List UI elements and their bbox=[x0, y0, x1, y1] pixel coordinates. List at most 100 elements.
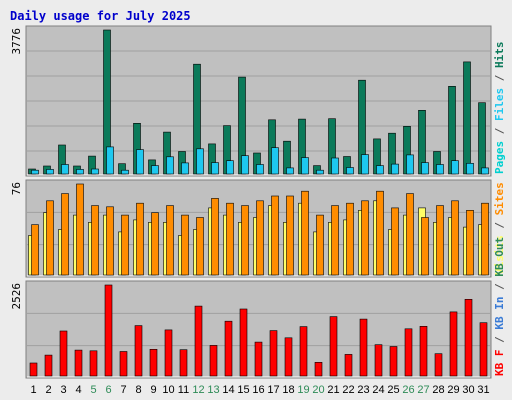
x-tick-day-25: 25 bbox=[387, 384, 399, 396]
bar-kb-f-day-30 bbox=[464, 298, 473, 377]
bar-kb-f-day-16 bbox=[254, 341, 263, 377]
bar-files-day-19 bbox=[301, 157, 309, 175]
bar-sites-day-15 bbox=[241, 205, 249, 276]
bar-sites-day-25 bbox=[391, 207, 399, 276]
legend-entry: / bbox=[493, 215, 506, 235]
x-tick-day-10: 10 bbox=[162, 384, 174, 396]
bar-files-day-22 bbox=[346, 167, 354, 175]
bar-kb-f-day-26 bbox=[404, 328, 413, 377]
legend-entry: Hits bbox=[493, 42, 506, 69]
legend-entry: KB Out bbox=[493, 237, 506, 277]
x-axis-ticks: 1 2 3 4 5 6 7 8 9 10 11 12 13 14 15 16 17 18 19 20 21 22 23 24 2… bbox=[30, 384, 489, 396]
x-tick-day-19: 19 bbox=[297, 384, 309, 396]
bar-files-day-30 bbox=[466, 163, 474, 175]
series-legend: Visits / Sites bbox=[493, 182, 506, 275]
bar-files-day-12 bbox=[196, 148, 204, 175]
x-tick-day-4: 4 bbox=[75, 384, 81, 396]
x-tick-day-29: 29 bbox=[447, 384, 459, 396]
bar-files-day-5 bbox=[91, 168, 99, 175]
bar-kb-f-day-5 bbox=[89, 350, 98, 377]
bar-sites-day-16 bbox=[256, 200, 264, 276]
bar-sites-day-20 bbox=[316, 214, 324, 276]
bar-files-day-23 bbox=[361, 154, 369, 175]
x-tick-day-26: 26 bbox=[402, 384, 414, 396]
bar-kb-f-day-13 bbox=[209, 345, 218, 377]
bar-kb-f-day-9 bbox=[149, 348, 158, 377]
x-tick-day-15: 15 bbox=[237, 384, 249, 396]
bar-sites-day-8 bbox=[136, 202, 144, 276]
x-tick-day-24: 24 bbox=[372, 384, 384, 396]
legend-entry: Visits bbox=[493, 235, 506, 275]
bar-files-day-1 bbox=[31, 169, 39, 175]
bar-files-day-8 bbox=[136, 149, 144, 175]
x-tick-day-20: 20 bbox=[312, 384, 324, 396]
bar-sites-day-10 bbox=[166, 205, 174, 276]
bar-files-day-6 bbox=[106, 146, 114, 175]
y-max-label: 76 bbox=[10, 182, 23, 195]
bar-files-day-7 bbox=[121, 169, 129, 175]
panel-bottom: 2526 KB F / KB In / KB Out bbox=[10, 237, 506, 379]
bar-sites-day-22 bbox=[346, 202, 354, 276]
bar-kb-f-day-4 bbox=[74, 349, 83, 377]
bar-kb-f-day-25 bbox=[389, 346, 398, 377]
x-tick-day-3: 3 bbox=[60, 384, 66, 396]
bar-kb-f-day-19 bbox=[299, 326, 308, 377]
bar-files-day-25 bbox=[391, 163, 399, 175]
bar-files-day-17 bbox=[271, 147, 279, 175]
bar-kb-f-day-12 bbox=[194, 305, 203, 377]
bar-files-day-15 bbox=[241, 155, 249, 175]
bar-files-day-4 bbox=[76, 169, 84, 175]
x-tick-day-31: 31 bbox=[477, 384, 489, 396]
bar-files-day-9 bbox=[151, 165, 159, 175]
x-tick-day-8: 8 bbox=[135, 384, 141, 396]
legend-entry: KB F bbox=[493, 350, 506, 377]
bar-hits-day-31 bbox=[478, 102, 486, 175]
bar-sites-day-1 bbox=[31, 224, 39, 276]
bar-kb-f-day-28 bbox=[434, 353, 443, 377]
bar-sites-day-21 bbox=[331, 205, 339, 276]
x-tick-day-16: 16 bbox=[252, 384, 264, 396]
bar-files-day-31 bbox=[481, 167, 489, 175]
bar-kb-f-day-1 bbox=[29, 362, 38, 377]
series-legend: Pages / Files / Hits bbox=[493, 42, 506, 175]
bar-kb-f-day-23 bbox=[359, 318, 368, 377]
y-max-label: 3776 bbox=[10, 28, 23, 55]
bar-kb-f-day-3 bbox=[59, 330, 68, 377]
x-tick-day-11: 11 bbox=[178, 384, 189, 396]
bar-files-day-13 bbox=[211, 162, 219, 175]
bar-kb-f-day-20 bbox=[314, 361, 323, 377]
bar-files-day-16 bbox=[256, 164, 264, 175]
x-tick-day-5: 5 bbox=[90, 384, 96, 396]
bar-kb-f-day-11 bbox=[179, 349, 188, 377]
series-kb-f bbox=[29, 284, 488, 377]
y-max-label: 2526 bbox=[10, 283, 23, 310]
bar-sites-day-18 bbox=[286, 195, 294, 276]
bar-sites-day-11 bbox=[181, 214, 189, 276]
bar-kb-f-day-2 bbox=[44, 354, 53, 377]
bar-files-day-20 bbox=[316, 169, 324, 175]
chart-title: Daily usage for July 2025 bbox=[10, 9, 191, 23]
bar-sites-day-30 bbox=[466, 210, 474, 276]
legend-entry: / bbox=[493, 68, 506, 88]
x-tick-day-21: 21 bbox=[327, 384, 339, 396]
bar-kb-f-day-7 bbox=[119, 351, 128, 377]
bar-sites-day-13 bbox=[211, 198, 219, 276]
x-tick-day-18: 18 bbox=[282, 384, 294, 396]
x-tick-day-13: 13 bbox=[207, 384, 219, 396]
bar-kb-f-day-18 bbox=[284, 337, 293, 377]
panel-top: 3776 Pages / Files / Hits bbox=[10, 25, 506, 177]
bar-kb-f-day-15 bbox=[239, 308, 248, 377]
bar-files-day-3 bbox=[61, 164, 69, 175]
x-tick-day-1: 1 bbox=[30, 384, 36, 396]
series-sites bbox=[31, 183, 489, 276]
bar-sites-day-6 bbox=[106, 206, 114, 276]
legend-entry: KB In bbox=[493, 297, 506, 330]
bar-files-day-28 bbox=[436, 164, 444, 175]
bar-sites-day-28 bbox=[436, 205, 444, 276]
legend-entry: / bbox=[493, 121, 506, 141]
x-tick-day-30: 30 bbox=[462, 384, 474, 396]
bar-sites-day-2 bbox=[46, 200, 54, 276]
bar-files-day-21 bbox=[331, 157, 339, 175]
legend-entry: Pages bbox=[493, 141, 506, 174]
bar-files-day-27 bbox=[421, 162, 429, 175]
